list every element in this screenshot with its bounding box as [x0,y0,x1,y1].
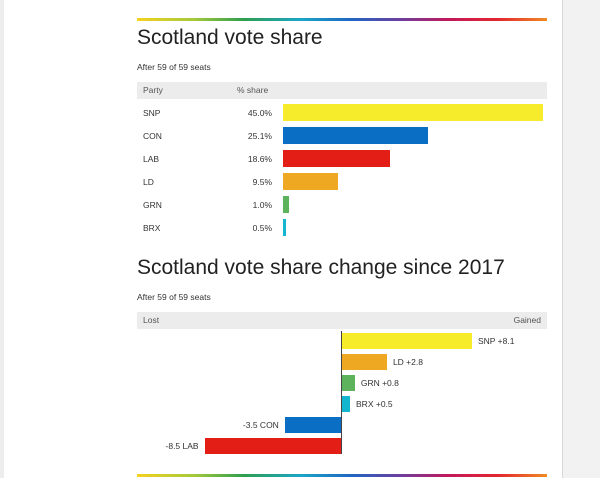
right-gutter [562,0,600,478]
share-value: 0.5% [252,223,272,233]
party-label: LAB [143,154,160,164]
change-label: BRX +0.5 [356,399,393,409]
zero-axis-line [341,331,342,454]
change-label: SNP +8.1 [478,336,515,346]
share-value: 18.6% [247,154,272,164]
party-label: BRX [143,223,161,233]
table-header: Party % share [137,82,547,99]
share-bar-ld [283,173,338,190]
share-bar-grn [283,196,289,213]
change-bar-grn [342,375,355,391]
change-bar-ld [342,354,387,370]
share-value: 25.1% [247,131,272,141]
change-bar-con [284,417,341,433]
share-value: 1.0% [252,200,272,210]
change-bar-brx [342,396,351,412]
party-column-header: Party [143,85,163,95]
change-header: Lost Gained [137,312,547,329]
lost-label: Lost [143,315,160,325]
left-gutter [0,0,4,478]
change-label: GRN +0.8 [360,378,399,388]
share-bar-lab [283,150,391,167]
party-label: LD [143,177,154,187]
share-bar-snp [283,104,543,121]
share-column-header: % share [237,85,269,95]
chart-subtitle: After 59 of 59 seats [137,62,211,72]
change-bar-lab [204,438,341,454]
share-value: 9.5% [252,177,272,187]
share-bar-brx [283,219,286,236]
share-bar-con [283,127,429,144]
chart-subtitle: After 59 of 59 seats [137,292,211,302]
share-value: 45.0% [247,108,272,118]
change-bar-snp [342,333,472,349]
party-label: CON [143,131,162,141]
rainbow-divider [137,18,547,21]
cut-off-top-text: ... [0,0,300,4]
chart-title: Scotland vote share [137,26,323,49]
party-label: GRN [143,200,162,210]
change-label: -3.5 CON [242,420,279,430]
gained-label: Gained [513,315,541,325]
change-label: -8.5 LAB [165,441,199,451]
rainbow-divider [137,474,547,477]
chart-title: Scotland vote share change since 2017 [137,256,505,279]
party-label: SNP [143,108,161,118]
change-label: LD +2.8 [392,357,423,367]
